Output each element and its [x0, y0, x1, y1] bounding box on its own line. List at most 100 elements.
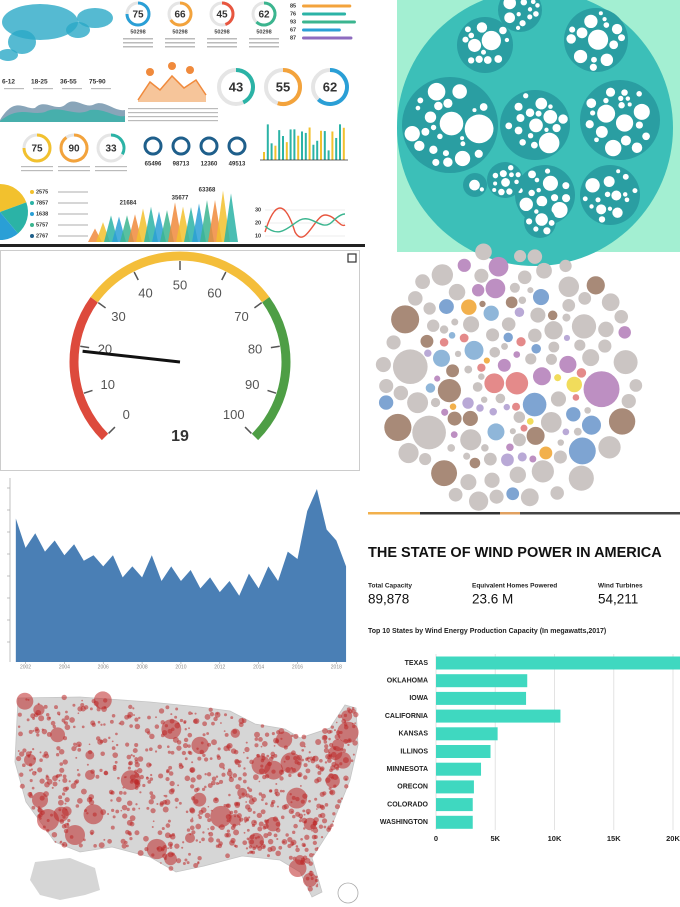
text-line [21, 166, 53, 168]
ring-arc [235, 68, 255, 105]
city-dot [179, 718, 184, 723]
gauge-band [90, 251, 270, 303]
ring-value: 43 [229, 79, 243, 94]
city-dot [62, 774, 67, 779]
city-dot [291, 795, 296, 800]
bubble [530, 307, 546, 323]
city-dot [164, 794, 168, 798]
city-dot [138, 716, 141, 720]
city-dot [223, 745, 230, 752]
city-dot [164, 724, 169, 728]
pack-leaf [530, 141, 538, 149]
pack-leaf [505, 122, 513, 130]
bubble [568, 437, 596, 465]
city-dot [263, 833, 269, 839]
city-dot [260, 809, 266, 815]
city-dot [233, 829, 240, 836]
gauge-tick-label: 80 [248, 342, 262, 357]
city-dot [145, 748, 149, 752]
bubble [439, 338, 449, 347]
city-dot [214, 711, 221, 718]
pack-leaf [474, 149, 483, 158]
city-dot [125, 742, 130, 747]
bubble [509, 466, 526, 484]
city-dot [144, 728, 150, 734]
city-dot [312, 827, 319, 834]
pack-leaf [562, 194, 571, 203]
city-dot [129, 821, 135, 827]
city-dot [254, 737, 259, 741]
city-dot [45, 713, 50, 717]
pack-leaf [432, 158, 440, 166]
city-dot [251, 797, 257, 803]
city-dot [185, 833, 195, 843]
pack-leaf [631, 142, 643, 153]
ring-value: 62 [258, 10, 270, 21]
bubble [517, 452, 527, 462]
city-dot [249, 850, 253, 854]
bubble [540, 411, 562, 433]
pack-leaf [501, 178, 510, 187]
city-dot [58, 779, 61, 782]
city-dot [107, 813, 110, 815]
text-line [249, 46, 279, 48]
city-dot [185, 810, 189, 814]
text-line [58, 170, 90, 172]
progress-bar [302, 36, 353, 40]
bubble [487, 423, 505, 441]
city-dot [244, 746, 250, 753]
bubble [582, 349, 600, 367]
city-dot [112, 752, 119, 758]
pack-leaf [528, 170, 536, 179]
city-dot [146, 806, 150, 810]
pack-leaf [611, 23, 623, 35]
city-dot [321, 818, 328, 824]
text-line [165, 42, 195, 44]
legend-dot [30, 223, 34, 227]
bubble [629, 379, 643, 392]
city-dot [85, 770, 95, 780]
city-dot [191, 712, 194, 715]
city-dot [328, 751, 331, 754]
bubble [598, 436, 621, 459]
city-dot [237, 764, 241, 768]
city-dot [184, 757, 188, 761]
city-dot [340, 797, 343, 800]
city-dot [164, 799, 171, 806]
bubble [415, 274, 430, 290]
text-line [4, 88, 24, 90]
ring-caption: 50298 [256, 29, 271, 35]
city-dot [255, 845, 258, 848]
city-dot [252, 811, 256, 814]
city-dot [129, 815, 136, 822]
pack-leaf [424, 111, 437, 123]
city-dot [236, 801, 241, 806]
city-dot [300, 799, 305, 804]
city-dot [199, 841, 202, 844]
gauge-tick-label: 0 [123, 407, 130, 422]
city-dot [241, 718, 247, 724]
pack-leaf [598, 216, 606, 223]
city-dot [129, 774, 136, 781]
histogram-bar [327, 150, 330, 160]
bubble [562, 313, 571, 322]
city-dot [243, 816, 249, 822]
range-label: 36-55 [60, 79, 77, 86]
city-dot [271, 732, 275, 736]
city-dot [64, 721, 68, 725]
bubble [461, 299, 477, 315]
bubble [434, 375, 441, 382]
pack-leaf [508, 164, 514, 171]
bubble [464, 365, 473, 374]
city-dot [229, 775, 233, 779]
pack-leaf [516, 12, 521, 17]
city-dot [78, 843, 83, 848]
gauge-tick [270, 345, 280, 349]
city-dot [99, 768, 103, 773]
city-dot [123, 791, 127, 795]
city-dot [219, 824, 225, 831]
bubble [559, 355, 577, 374]
pack-leaf [576, 27, 588, 39]
city-dot [86, 812, 89, 815]
city-dot [347, 708, 353, 714]
